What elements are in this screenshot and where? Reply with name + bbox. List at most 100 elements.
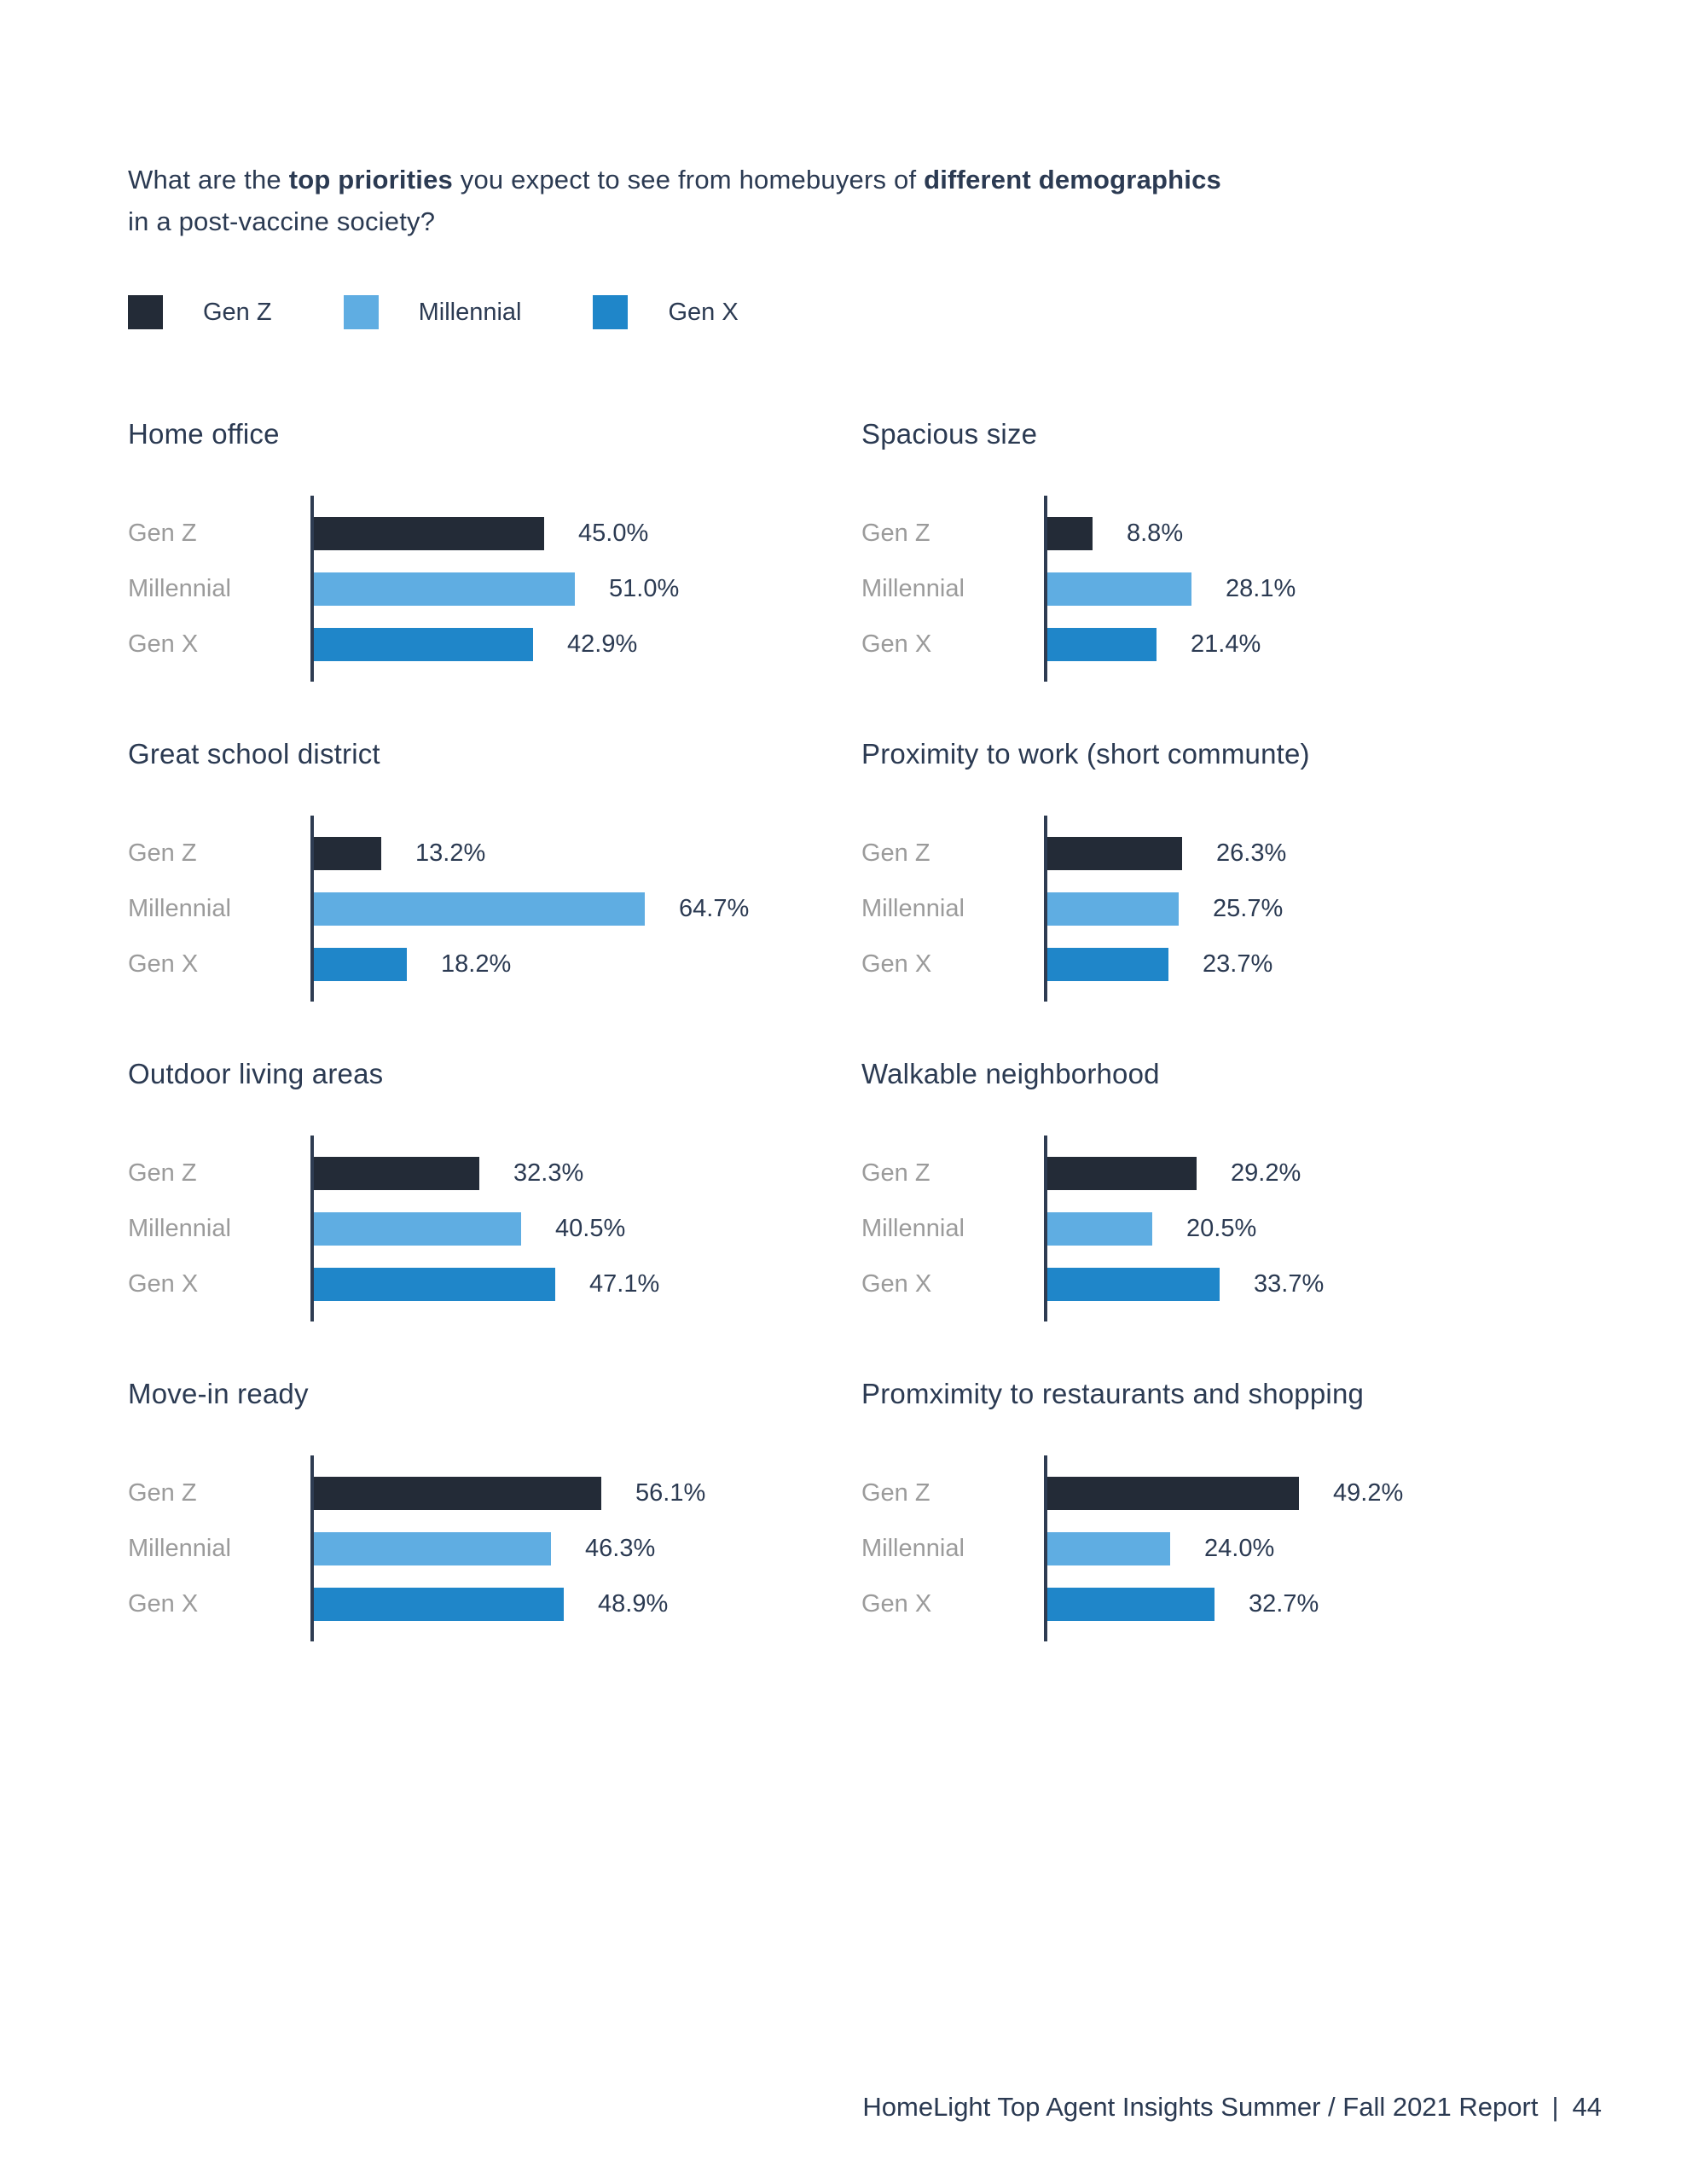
legend-label: Gen X <box>668 298 739 326</box>
row-label: Gen Z <box>128 1159 197 1187</box>
row-label: Gen X <box>861 630 932 658</box>
value-label: 20.5% <box>1186 1215 1257 1242</box>
bar <box>1047 572 1191 606</box>
legend-swatch <box>128 295 163 329</box>
chart-title: Proximity to work (short communte) <box>861 738 1310 770</box>
chart-title: Promximity to restaurants and shopping <box>861 1378 1365 1409</box>
row-label: Millennial <box>128 1215 231 1242</box>
chart-title: Walkable neighborhood <box>861 1058 1160 1089</box>
chart-title: Outdoor living areas <box>128 1058 384 1089</box>
bar <box>314 1588 564 1621</box>
charts-grid: Home office Gen Z 45.0% Millennial 51.0% Gen … <box>128 415 1595 1695</box>
row-label: Millennial <box>861 1215 965 1242</box>
bar-row: Millennial 24.0% <box>861 1521 1595 1577</box>
bar-chart: Great school district Gen Z 13.2% Millennia… <box>128 735 861 1055</box>
chart-rows: Gen Z 26.3% Millennial 25.7% Gen X 23.7% <box>861 816 1595 992</box>
bar <box>1047 628 1157 661</box>
bar <box>314 572 575 606</box>
axis-line <box>1044 1136 1047 1321</box>
row-label: Gen Z <box>861 839 930 867</box>
value-label: 33.7% <box>1254 1270 1325 1298</box>
chart-plot: Gen Z 49.2% Millennial 24.0% Gen X 32.7% <box>861 1455 1595 1641</box>
bar-row: Gen X 32.7% <box>861 1577 1595 1632</box>
bar-row: Millennial 28.1% <box>861 561 1595 617</box>
bar <box>314 517 544 550</box>
chart-title: Spacious size <box>861 418 1038 450</box>
bar-row: Gen X 48.9% <box>128 1577 861 1632</box>
value-label: 40.5% <box>555 1215 626 1242</box>
legend-swatch <box>343 295 379 329</box>
bar <box>1047 948 1168 981</box>
title-bold-text: different demographics <box>924 165 1221 195</box>
bar-row: Gen X 23.7% <box>861 937 1595 992</box>
value-label: 13.2% <box>415 839 486 867</box>
legend-swatch <box>593 295 629 329</box>
chart-plot: Gen Z 56.1% Millennial 46.3% Gen X 48.9% <box>128 1455 861 1641</box>
row-label: Gen Z <box>128 1479 197 1507</box>
bar <box>314 1268 555 1301</box>
bar-row: Gen X 33.7% <box>861 1257 1595 1312</box>
bar <box>1047 892 1179 926</box>
page-title: What are the top priorities you expect t… <box>128 159 1493 242</box>
bar-row: Gen Z 13.2% <box>128 826 861 881</box>
value-label: 32.3% <box>513 1159 584 1187</box>
row-label: Gen Z <box>861 1479 930 1507</box>
row-label: Gen X <box>128 950 199 978</box>
chart-plot: Gen Z 29.2% Millennial 20.5% Gen X 33.7% <box>861 1136 1595 1321</box>
bar-row: Millennial 46.3% <box>128 1521 861 1577</box>
axis-line <box>310 816 314 1002</box>
bar <box>314 837 381 870</box>
bar-row: Gen X 21.4% <box>861 617 1595 672</box>
bar <box>1047 1588 1215 1621</box>
row-label: Millennial <box>861 575 965 602</box>
chart-title: Home office <box>128 418 280 450</box>
bar <box>1047 1268 1220 1301</box>
chart-title: Move-in ready <box>128 1378 309 1409</box>
bar-row: Millennial 51.0% <box>128 561 861 617</box>
bar <box>314 892 645 926</box>
value-label: 32.7% <box>1249 1590 1319 1618</box>
row-label: Gen Z <box>861 520 930 547</box>
value-label: 47.1% <box>589 1270 660 1298</box>
chart-rows: Gen Z 56.1% Millennial 46.3% Gen X 48.9% <box>128 1455 861 1632</box>
value-label: 26.3% <box>1216 839 1287 867</box>
value-label: 46.3% <box>585 1535 656 1562</box>
bar-row: Gen Z 32.3% <box>128 1146 861 1201</box>
chart-plot: Gen Z 32.3% Millennial 40.5% Gen X 47.1% <box>128 1136 861 1321</box>
bar <box>1047 1212 1152 1246</box>
axis-line <box>310 496 314 682</box>
row-label: Millennial <box>128 1535 231 1562</box>
chart-rows: Gen Z 45.0% Millennial 51.0% Gen X 42.9% <box>128 496 861 672</box>
value-label: 8.8% <box>1127 520 1184 547</box>
bar <box>1047 1157 1197 1190</box>
value-label: 24.0% <box>1204 1535 1275 1562</box>
row-label: Gen X <box>128 630 199 658</box>
page-title-line: in a post-vaccine society? <box>128 200 1493 242</box>
bar-row: Millennial 40.5% <box>128 1201 861 1257</box>
row-label: Gen Z <box>128 520 197 547</box>
bar <box>314 1477 601 1510</box>
chart-rows: Gen Z 8.8% Millennial 28.1% Gen X 21.4% <box>861 496 1595 672</box>
footer-text: HomeLight Top Agent Insights Summer / Fa… <box>862 2092 1539 2122</box>
value-label: 64.7% <box>679 895 750 922</box>
bar-chart: Walkable neighborhood Gen Z 29.2% Millennia… <box>861 1055 1595 1375</box>
value-label: 21.4% <box>1191 630 1261 658</box>
bar-chart: Proximity to work (short communte) Gen Z 2… <box>861 735 1595 1055</box>
bar <box>314 1532 551 1565</box>
bar-chart: Move-in ready Gen Z 56.1% Millennial 46.3% Ge… <box>128 1375 861 1695</box>
chart-rows: Gen Z 32.3% Millennial 40.5% Gen X 47.1% <box>128 1136 861 1312</box>
page-number: 44 <box>1572 2092 1602 2122</box>
value-label: 51.0% <box>609 575 680 602</box>
row-label: Millennial <box>861 1535 965 1562</box>
bar <box>1047 1532 1170 1565</box>
bar-row: Gen Z 8.8% <box>861 506 1595 561</box>
bar <box>1047 837 1182 870</box>
axis-line <box>1044 496 1047 682</box>
bar-chart: Home office Gen Z 45.0% Millennial 51.0% Gen … <box>128 415 861 735</box>
page-title-line: What are the top priorities you expect t… <box>128 159 1493 200</box>
bar-row: Gen X 18.2% <box>128 937 861 992</box>
axis-line <box>1044 1455 1047 1641</box>
bar <box>1047 1477 1299 1510</box>
value-label: 29.2% <box>1231 1159 1301 1187</box>
row-label: Gen X <box>128 1270 199 1298</box>
